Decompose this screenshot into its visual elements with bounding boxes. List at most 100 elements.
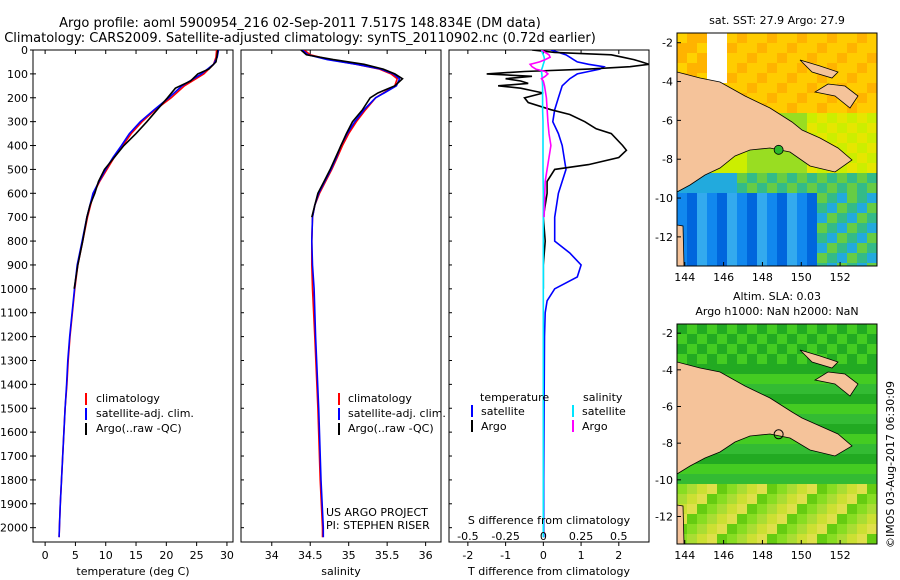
- sla-cell: [847, 514, 857, 524]
- sla-cell: [847, 424, 857, 434]
- sst-cell: [747, 193, 757, 203]
- sla-cell: [867, 324, 877, 334]
- sla-cell: [747, 524, 757, 534]
- sla-cell: [707, 464, 717, 474]
- sst-cell: [847, 223, 857, 233]
- sla-cell: [807, 494, 817, 504]
- depth-tick-label: 400: [7, 140, 28, 153]
- sst-cell: [847, 203, 857, 213]
- sst-cell: [707, 183, 717, 193]
- sla-map: [677, 324, 877, 544]
- sla-cell: [737, 334, 747, 344]
- sla-cell: [677, 344, 687, 354]
- sst-cell: [867, 193, 877, 203]
- sla-cell: [747, 494, 757, 504]
- sla-cell: [777, 524, 787, 534]
- sst-cell: [807, 203, 817, 213]
- sst-cell: [697, 233, 707, 243]
- sst-cell: [857, 63, 867, 73]
- series-line-s-satellite: [540, 50, 546, 538]
- sst-cell: [787, 163, 797, 173]
- sla-cell: [737, 474, 747, 484]
- sst-cell: [757, 53, 767, 63]
- sst-cell: [797, 223, 807, 233]
- sla-cell: [697, 474, 707, 484]
- sla-cell: [727, 454, 737, 464]
- figure-title-line1: Argo profile: aoml 5900954_216 02-Sep-20…: [59, 16, 541, 31]
- sst-cell: [777, 163, 787, 173]
- sla-cell: [857, 484, 867, 494]
- sst-cell: [727, 233, 737, 243]
- sst-cell: [807, 193, 817, 203]
- sst-cell: [687, 253, 697, 263]
- sla-cell: [717, 354, 727, 364]
- sst-cell: [717, 253, 727, 263]
- sst-cell: [697, 173, 707, 183]
- temperature-panel-frame: [32, 49, 234, 543]
- sla-cell: [847, 494, 857, 504]
- sla-cell: [867, 514, 877, 524]
- series-group: [300, 50, 404, 538]
- sla-cell: [867, 504, 877, 514]
- map-x-tick-label: 152: [830, 271, 851, 284]
- sst-cell: [777, 53, 787, 63]
- salinity-panel-frame: [240, 49, 442, 543]
- sla-cell: [817, 464, 827, 474]
- sla-cell: [727, 324, 737, 334]
- sst-cell: [837, 143, 847, 153]
- sst-cell: [697, 223, 707, 233]
- sla-cell: [797, 494, 807, 504]
- sst-cell: [797, 63, 807, 73]
- sst-cell: [857, 103, 867, 113]
- sla-cell: [757, 464, 767, 474]
- sla-cell: [867, 364, 877, 374]
- sla-cell: [707, 324, 717, 334]
- sla-cell: [867, 344, 877, 354]
- sla-cell: [807, 484, 817, 494]
- sst-cell: [857, 243, 867, 253]
- sst-cell: [767, 203, 777, 213]
- sla-cell: [817, 484, 827, 494]
- depth-tick-label: 200: [7, 92, 28, 105]
- x-tick-label: 15: [129, 549, 143, 562]
- sla-cell: [867, 474, 877, 484]
- sla-cell: [787, 354, 797, 364]
- sst-cell: [797, 113, 807, 123]
- sla-cell: [787, 444, 797, 454]
- sst-cell: [847, 143, 857, 153]
- sst-cell: [807, 123, 817, 133]
- sst-cell: [707, 233, 717, 243]
- sst-cell: [827, 53, 837, 63]
- sst-cell: [727, 243, 737, 253]
- pi-label: PI: STEPHEN RISER: [326, 519, 430, 532]
- sla-cell: [867, 384, 877, 394]
- sla-cell: [777, 384, 787, 394]
- sst-cell: [847, 123, 857, 133]
- sst-cell: [827, 243, 837, 253]
- sst-cell: [737, 233, 747, 243]
- sst-cell: [757, 173, 767, 183]
- sst-cell: [867, 143, 877, 153]
- x-tick-label: -2: [462, 549, 473, 562]
- sla-cell: [717, 324, 727, 334]
- sst-cell: [797, 263, 807, 266]
- sst-cell: [857, 223, 867, 233]
- sla-cell: [817, 334, 827, 344]
- sst-cell: [837, 193, 847, 203]
- x-tick-label: 20: [159, 549, 173, 562]
- sla-cell: [757, 434, 767, 444]
- sla-cell: [837, 414, 847, 424]
- sst-cell: [837, 263, 847, 266]
- sst-cell: [737, 263, 747, 266]
- sla-cell: [707, 514, 717, 524]
- sst-cell: [787, 173, 797, 183]
- sla-cell: [737, 514, 747, 524]
- sst-cell: [687, 263, 697, 266]
- sst-cell: [777, 213, 787, 223]
- sst-cell: [787, 33, 797, 43]
- sla-map-title: Altim. SLA: 0.03: [733, 290, 821, 303]
- sst-cell: [727, 253, 737, 263]
- sla-cell: [697, 534, 707, 544]
- sst-cell: [827, 43, 837, 53]
- sst-cell: [847, 153, 857, 163]
